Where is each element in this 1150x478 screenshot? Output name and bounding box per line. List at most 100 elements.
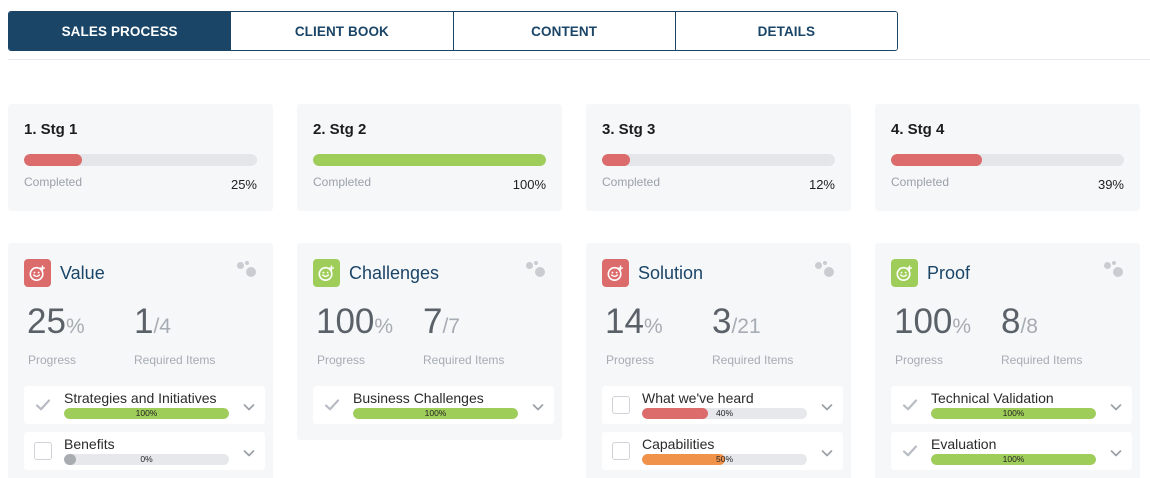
item-progress-fill bbox=[64, 408, 229, 419]
progress-unit: % bbox=[65, 315, 85, 338]
chevron-down-icon[interactable] bbox=[821, 445, 833, 457]
chevron-down-icon[interactable] bbox=[243, 445, 255, 457]
checkmark-icon[interactable] bbox=[901, 396, 919, 414]
bubbles-icon[interactable] bbox=[1104, 261, 1124, 279]
progress-label: Progress bbox=[317, 353, 366, 367]
smile-icon bbox=[24, 259, 51, 287]
criteria-item[interactable]: Technical Validation 100% bbox=[891, 386, 1132, 424]
progress-label: Progress bbox=[28, 353, 77, 367]
stage-progress-bar bbox=[24, 154, 257, 166]
stage-progress-fill bbox=[313, 154, 546, 166]
item-name: Evaluation bbox=[931, 436, 997, 452]
checkmark-icon[interactable] bbox=[34, 396, 52, 414]
required-number: 7 bbox=[423, 302, 443, 341]
item-name: Strategies and Initiatives bbox=[64, 390, 217, 406]
progress-number: 100 bbox=[316, 302, 375, 341]
item-progress-bar: 100% bbox=[64, 408, 229, 419]
item-percent: 100% bbox=[1002, 454, 1025, 464]
chevron-down-icon[interactable] bbox=[1110, 399, 1122, 411]
criteria-card-challenges: Challenges 100% Progress 7/7 Required Items B… bbox=[297, 243, 562, 440]
chevron-down-icon[interactable] bbox=[821, 399, 833, 411]
progress-unit: % bbox=[374, 315, 394, 338]
item-progress-bar: 50% bbox=[642, 454, 807, 465]
tab-details[interactable]: DETAILS bbox=[675, 12, 897, 50]
required-value: 1/4 bbox=[134, 302, 171, 342]
item-percent: 100% bbox=[1002, 408, 1025, 418]
item-progress-fill bbox=[642, 454, 725, 465]
stage-card[interactable]: 4. Stg 4 Completed 39% bbox=[875, 104, 1140, 211]
criteria-header: Challenges bbox=[313, 259, 439, 287]
bubbles-icon[interactable] bbox=[237, 261, 257, 279]
required-total: /21 bbox=[731, 315, 761, 338]
tab-content[interactable]: CONTENT bbox=[453, 12, 676, 50]
progress-number: 14 bbox=[605, 302, 644, 341]
item-checkbox[interactable] bbox=[612, 396, 630, 414]
criteria-card-proof: Proof 100% Progress 8/8 Required Items Techni… bbox=[875, 243, 1140, 478]
tab-sales-process[interactable]: SALES PROCESS bbox=[9, 12, 232, 50]
progress-number: 100 bbox=[894, 302, 953, 341]
stage-label: Completed bbox=[24, 175, 83, 189]
chevron-down-icon[interactable] bbox=[243, 399, 255, 411]
criteria-item[interactable]: Strategies and Initiatives 100% bbox=[24, 386, 265, 424]
criteria-header: Proof bbox=[891, 259, 970, 287]
required-items-label: Required Items bbox=[1001, 353, 1083, 367]
item-percent: 100% bbox=[424, 408, 447, 418]
item-progress-fill bbox=[642, 408, 708, 419]
stage-title: 3. Stg 3 bbox=[602, 121, 656, 138]
checkmark-icon[interactable] bbox=[323, 396, 341, 414]
tab-client-book[interactable]: CLIENT BOOK bbox=[231, 12, 454, 50]
criteria-card-solution: Solution 14% Progress 3/21 Required Items Wha… bbox=[586, 243, 851, 478]
criteria-item[interactable]: Evaluation 100% bbox=[891, 432, 1132, 470]
item-name: Benefits bbox=[64, 436, 115, 452]
progress-unit: % bbox=[643, 315, 663, 338]
item-progress-bar: 100% bbox=[353, 408, 518, 419]
stage-progress-fill bbox=[24, 154, 83, 166]
item-checkbox[interactable] bbox=[612, 442, 630, 460]
required-total: /7 bbox=[442, 315, 460, 338]
item-percent: 50% bbox=[715, 454, 733, 464]
stage-progress-bar bbox=[891, 154, 1124, 166]
checkmark-icon[interactable] bbox=[901, 442, 919, 460]
item-name: Business Challenges bbox=[353, 390, 484, 406]
progress-value: 25% bbox=[27, 302, 85, 342]
item-progress-fill bbox=[353, 408, 518, 419]
criteria-item[interactable]: Capabilities 50% bbox=[602, 432, 843, 470]
criteria-header: Value bbox=[24, 259, 105, 287]
required-total: /4 bbox=[153, 315, 171, 338]
tab-bar: SALES PROCESS CLIENT BOOK CONTENT DETAIL… bbox=[8, 11, 898, 51]
progress-label: Progress bbox=[606, 353, 655, 367]
progress-number: 25 bbox=[27, 302, 66, 341]
criteria-item[interactable]: What we've heard 40% bbox=[602, 386, 843, 424]
bubbles-icon[interactable] bbox=[815, 261, 835, 279]
progress-value: 100% bbox=[894, 302, 971, 342]
bubbles-icon[interactable] bbox=[526, 261, 546, 279]
stage-card[interactable]: 3. Stg 3 Completed 12% bbox=[586, 104, 851, 211]
item-progress-bar: 100% bbox=[931, 454, 1096, 465]
progress-label: Progress bbox=[895, 353, 944, 367]
stage-percent: 100% bbox=[512, 177, 546, 192]
required-number: 8 bbox=[1001, 302, 1021, 341]
item-progress-fill bbox=[64, 454, 76, 465]
required-value: 3/21 bbox=[712, 302, 761, 342]
smile-icon bbox=[891, 259, 918, 287]
required-items-label: Required Items bbox=[712, 353, 794, 367]
stage-card[interactable]: 1. Stg 1 Completed 25% bbox=[8, 104, 273, 211]
required-number: 3 bbox=[712, 302, 732, 341]
criteria-name: Proof bbox=[927, 262, 971, 283]
criteria-item[interactable]: Business Challenges 100% bbox=[313, 386, 554, 424]
smile-icon bbox=[313, 259, 340, 287]
criteria-item[interactable]: Benefits 0% bbox=[24, 432, 265, 470]
item-progress-fill bbox=[931, 454, 1096, 465]
smile-icon bbox=[602, 259, 629, 287]
required-items-label: Required Items bbox=[423, 353, 505, 367]
item-checkbox[interactable] bbox=[34, 442, 52, 460]
criteria-name: Solution bbox=[638, 262, 704, 283]
stage-percent: 39% bbox=[1097, 177, 1124, 192]
stage-card[interactable]: 2. Stg 2 Completed 100% bbox=[297, 104, 562, 211]
criteria-card-value: Value 25% Progress 1/4 Required Items Strateg… bbox=[8, 243, 273, 478]
chevron-down-icon[interactable] bbox=[1110, 445, 1122, 457]
progress-value: 14% bbox=[605, 302, 663, 342]
item-progress-bar: 0% bbox=[64, 454, 229, 465]
criteria-name: Value bbox=[60, 262, 105, 283]
chevron-down-icon[interactable] bbox=[532, 399, 544, 411]
